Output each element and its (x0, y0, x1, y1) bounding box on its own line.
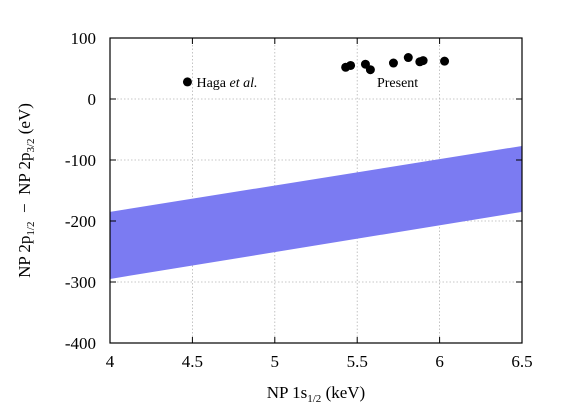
y-tick-label: -200 (65, 212, 96, 231)
x-tick-label: 4 (106, 352, 115, 371)
x-tick-label: 6 (435, 352, 444, 371)
point-present (365, 65, 375, 75)
x-axis-title: NP 1s1/2 (keV) (267, 383, 365, 405)
point-haga (182, 77, 192, 87)
point-present (388, 58, 398, 68)
y-axis-title: NP 2p1/2 − NP 2p3/2 (eV) (15, 103, 37, 278)
y-tick-label: 0 (88, 90, 97, 109)
x-tick-label: 4.5 (182, 352, 203, 371)
y-tick-label: 100 (71, 29, 97, 48)
point-present (440, 56, 450, 66)
band-area (110, 145, 522, 279)
axis-ticks: 4 4.5 5 5.5 6 6.5 -400 -300 -200 -100 0 100 (65, 29, 533, 371)
point-present (403, 53, 413, 63)
point-present (418, 56, 428, 66)
x-tick-label: 5 (271, 352, 280, 371)
x-tick-label: 6.5 (511, 352, 532, 371)
data-points (182, 53, 450, 87)
annotation-haga: Haga et al. (196, 76, 257, 91)
y-tick-label: -300 (65, 273, 96, 292)
x-tick-label: 5.5 (347, 352, 368, 371)
uncertainty-band (110, 145, 522, 279)
y-tick-label: -100 (65, 151, 96, 170)
plot-frame (109, 37, 523, 344)
annotation-present: Present (377, 76, 418, 91)
point-present (346, 60, 356, 70)
y-tick-label: -400 (65, 334, 96, 353)
